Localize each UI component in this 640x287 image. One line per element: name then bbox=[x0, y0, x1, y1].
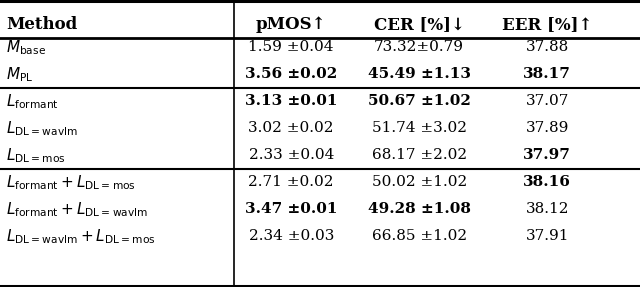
Text: 37.89: 37.89 bbox=[525, 121, 569, 135]
Text: 38.16: 38.16 bbox=[524, 175, 571, 189]
Text: 51.74 ±3.02: 51.74 ±3.02 bbox=[372, 121, 467, 135]
Text: $M_\mathrm{base}$: $M_\mathrm{base}$ bbox=[6, 38, 47, 57]
Text: 3.02 ±0.02: 3.02 ±0.02 bbox=[248, 121, 334, 135]
Text: $L_\mathrm{formant} + L_\mathrm{DL=mos}$: $L_\mathrm{formant} + L_\mathrm{DL=mos}$ bbox=[6, 173, 136, 192]
Text: 3.13 ±0.01: 3.13 ±0.01 bbox=[245, 94, 337, 108]
Text: 2.33 ±0.04: 2.33 ±0.04 bbox=[248, 148, 334, 162]
Text: $L_\mathrm{DL=wavlm} + L_\mathrm{DL=mos}$: $L_\mathrm{DL=wavlm} + L_\mathrm{DL=mos}… bbox=[6, 227, 156, 246]
Text: CER [%]↓: CER [%]↓ bbox=[374, 16, 465, 33]
Text: 38.12: 38.12 bbox=[525, 202, 569, 216]
Text: $L_\mathrm{formant}$: $L_\mathrm{formant}$ bbox=[6, 92, 60, 111]
Text: $L_\mathrm{DL=wavlm}$: $L_\mathrm{DL=wavlm}$ bbox=[6, 119, 78, 138]
Text: Method: Method bbox=[6, 16, 77, 33]
Text: EER [%]↑: EER [%]↑ bbox=[502, 16, 593, 33]
Text: 1.59 ±0.04: 1.59 ±0.04 bbox=[248, 40, 334, 54]
Text: 37.07: 37.07 bbox=[525, 94, 569, 108]
Text: 37.91: 37.91 bbox=[525, 229, 569, 243]
Text: 38.17: 38.17 bbox=[524, 67, 571, 81]
Text: 2.71 ±0.02: 2.71 ±0.02 bbox=[248, 175, 334, 189]
Text: 2.34 ±0.03: 2.34 ±0.03 bbox=[248, 229, 334, 243]
Text: pMOS↑: pMOS↑ bbox=[256, 16, 326, 33]
Text: 3.56 ±0.02: 3.56 ±0.02 bbox=[245, 67, 337, 81]
Text: 37.88: 37.88 bbox=[525, 40, 569, 54]
Text: $L_\mathrm{formant} + L_\mathrm{DL=wavlm}$: $L_\mathrm{formant} + L_\mathrm{DL=wavlm… bbox=[6, 200, 148, 219]
Text: $M_\mathrm{PL}$: $M_\mathrm{PL}$ bbox=[6, 65, 34, 84]
Text: 37.97: 37.97 bbox=[524, 148, 571, 162]
Text: 45.49 ±1.13: 45.49 ±1.13 bbox=[368, 67, 470, 81]
Text: $L_\mathrm{DL=mos}$: $L_\mathrm{DL=mos}$ bbox=[6, 146, 66, 165]
Text: 50.67 ±1.02: 50.67 ±1.02 bbox=[368, 94, 470, 108]
Text: 49.28 ±1.08: 49.28 ±1.08 bbox=[368, 202, 470, 216]
Text: 3.47 ±0.01: 3.47 ±0.01 bbox=[245, 202, 337, 216]
Text: 73.32±0.79: 73.32±0.79 bbox=[374, 40, 464, 54]
Text: 50.02 ±1.02: 50.02 ±1.02 bbox=[372, 175, 467, 189]
Text: 66.85 ±1.02: 66.85 ±1.02 bbox=[372, 229, 467, 243]
Text: 68.17 ±2.02: 68.17 ±2.02 bbox=[372, 148, 467, 162]
